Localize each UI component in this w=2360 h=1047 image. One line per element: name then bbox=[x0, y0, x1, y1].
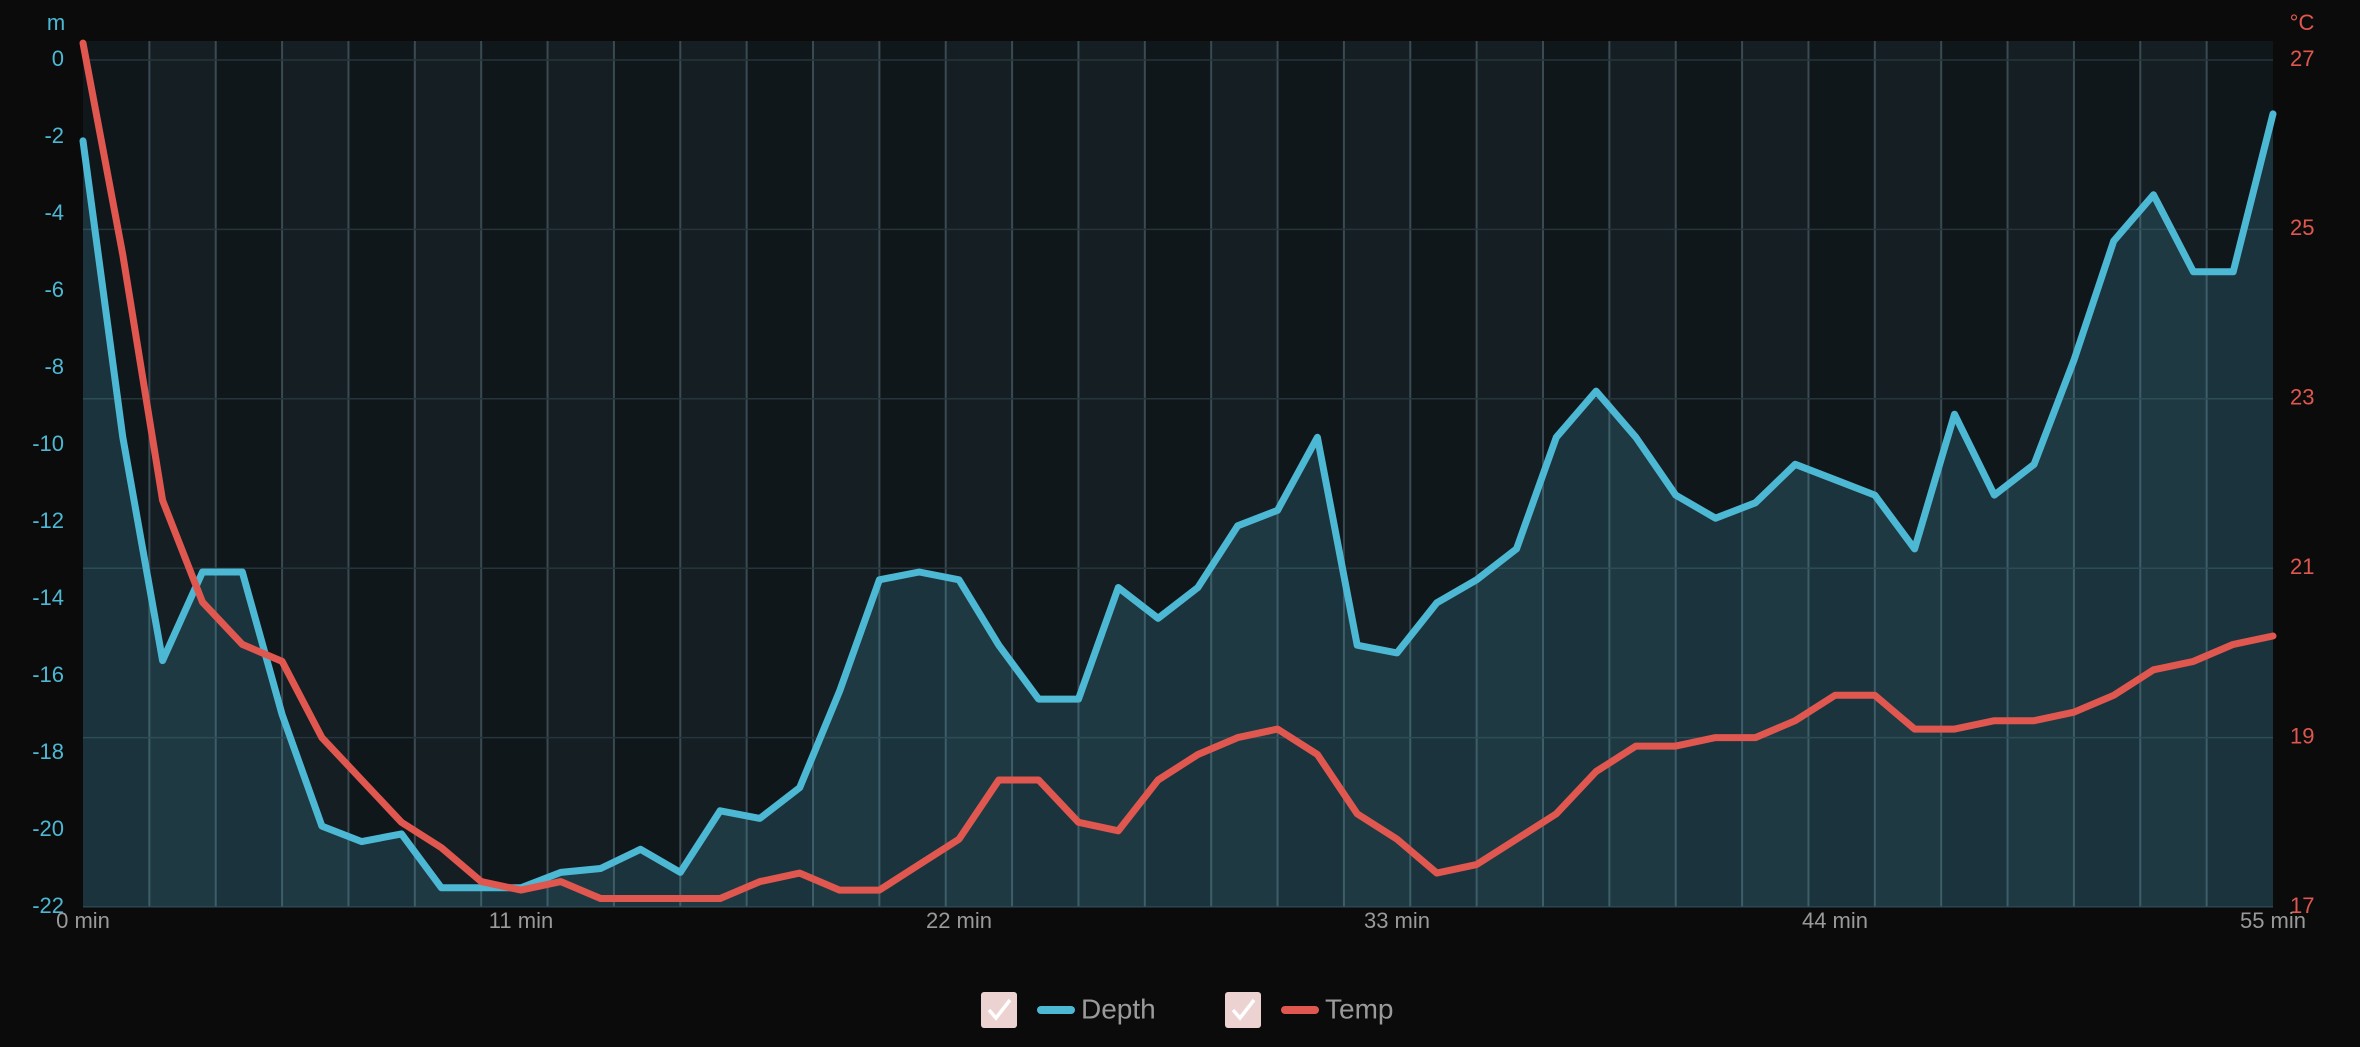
x-tick-label: 0 min bbox=[56, 908, 110, 933]
y-tick-label: -16 bbox=[32, 662, 64, 687]
plot-stripe bbox=[1277, 41, 1344, 907]
depth-area bbox=[83, 113, 2273, 907]
checkmark bbox=[1231, 998, 1256, 1021]
plot-stripe bbox=[1012, 41, 1079, 907]
plot-stripe bbox=[813, 41, 880, 907]
plot-stripe bbox=[481, 41, 548, 907]
checkmark bbox=[987, 998, 1012, 1021]
y-tick-label: -14 bbox=[32, 585, 64, 610]
plot-stripe bbox=[2140, 41, 2207, 907]
plot-stripe bbox=[1078, 41, 1145, 907]
plot-stripe bbox=[2206, 41, 2273, 907]
plot-stripe bbox=[1675, 41, 1743, 907]
plot-stripe bbox=[945, 41, 1013, 907]
legend-checkbox[interactable] bbox=[1225, 992, 1261, 1028]
plot-stripe bbox=[1211, 41, 1278, 907]
y2-tick-label: 25 bbox=[2290, 215, 2314, 240]
plot-stripe bbox=[414, 41, 482, 907]
plot-stripe bbox=[1343, 41, 1411, 907]
y2-tick-label: 21 bbox=[2290, 554, 2314, 579]
legend-checkbox[interactable] bbox=[981, 992, 1017, 1028]
plot-stripe bbox=[348, 41, 415, 907]
plot-stripe bbox=[215, 41, 283, 907]
y-tick-label: 0 bbox=[52, 46, 64, 71]
plot-stripe bbox=[1742, 41, 1809, 907]
y-tick-label: -18 bbox=[32, 739, 64, 764]
x-tick-label: 44 min bbox=[1802, 908, 1868, 933]
legend-item[interactable]: Temp bbox=[1225, 992, 1393, 1028]
plot-stripe bbox=[282, 41, 349, 907]
y2-tick-label: 17 bbox=[2290, 893, 2314, 918]
series-line bbox=[79, 110, 2277, 892]
y-axis-unit: m bbox=[47, 10, 65, 35]
x-tick-label: 33 min bbox=[1364, 908, 1430, 933]
y-tick-label: -8 bbox=[44, 354, 64, 379]
plot-stripe bbox=[1543, 41, 1610, 907]
plot-stripe bbox=[83, 41, 150, 907]
plot-stripe bbox=[1410, 41, 1477, 907]
legend-label: Depth bbox=[1081, 993, 1156, 1024]
plot-stripe bbox=[547, 41, 614, 907]
plot-stripe bbox=[613, 41, 681, 907]
y2-axis-unit: °C bbox=[2290, 10, 2315, 35]
legend-label: Temp bbox=[1325, 993, 1393, 1024]
plot-stripe bbox=[879, 41, 946, 907]
x-tick-label: 55 min bbox=[2240, 908, 2306, 933]
y2-tick-label: 23 bbox=[2290, 385, 2314, 410]
x-tick-label: 11 min bbox=[489, 908, 553, 933]
plot-stripe bbox=[1476, 41, 1543, 907]
plot-stripe bbox=[1874, 41, 1942, 907]
y-tick-label: -4 bbox=[44, 200, 64, 225]
y-tick-label: -6 bbox=[44, 277, 64, 302]
plot-stripe bbox=[746, 41, 813, 907]
y-tick-label: -20 bbox=[32, 816, 64, 841]
y-tick-label: -2 bbox=[44, 123, 64, 148]
y-tick-label: -10 bbox=[32, 431, 64, 456]
legend-item[interactable]: Depth bbox=[981, 992, 1156, 1028]
y2-tick-label: 27 bbox=[2290, 46, 2314, 71]
plot-stripe bbox=[1144, 41, 1212, 907]
plot-stripe bbox=[2073, 41, 2141, 907]
plot-stripe bbox=[680, 41, 747, 907]
y-tick-label: -22 bbox=[32, 893, 64, 918]
y-tick-label: -12 bbox=[32, 508, 64, 533]
plot-stripe bbox=[1941, 41, 2008, 907]
x-tick-label: 22 min bbox=[926, 908, 992, 933]
series-line bbox=[79, 39, 2277, 902]
y2-tick-label: 19 bbox=[2290, 723, 2314, 748]
